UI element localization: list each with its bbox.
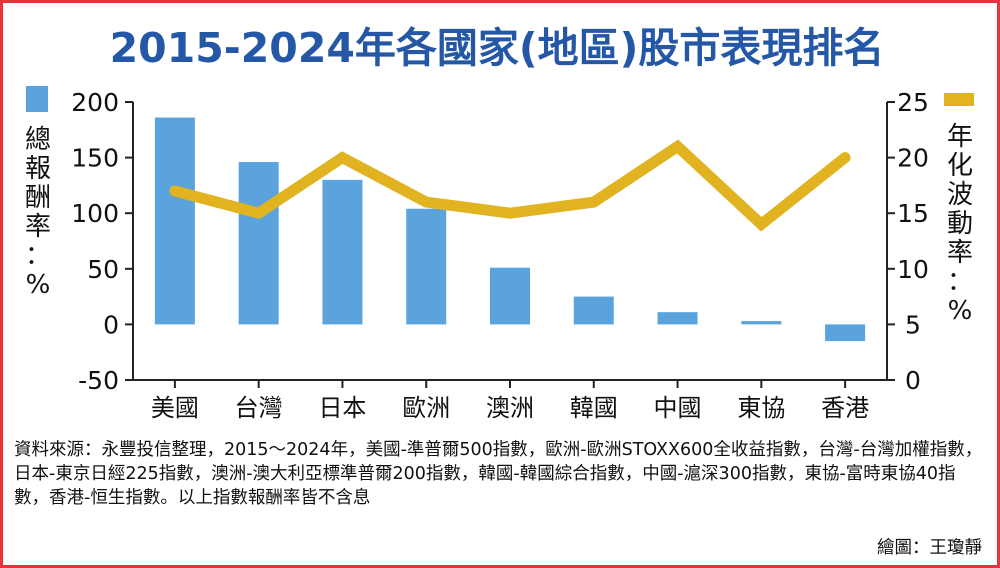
credit-note: 繪圖：王瓊靜	[877, 538, 982, 558]
source-note: 資料來源：永豐投信整理，2015～2024年，美國-準普爾500指數，歐洲-歐洲…	[14, 440, 983, 508]
category-label: 香港	[821, 394, 869, 422]
legend-line-swatch	[944, 93, 974, 106]
axis-label-char: 動	[947, 209, 973, 239]
category-label: 美國	[151, 394, 199, 422]
category-label: 日本	[318, 394, 366, 422]
bar-7	[741, 321, 782, 325]
axis-label-char: 率	[947, 238, 973, 268]
legend-bar-swatch	[26, 86, 48, 112]
left-tick-label: 0	[103, 310, 119, 339]
right-tick-label: 0	[905, 366, 921, 395]
bar-1	[238, 162, 279, 325]
bar-6	[657, 312, 698, 325]
bar-3	[406, 208, 447, 325]
right-tick-label: 25	[897, 88, 929, 117]
chart-title: 2015-2024年各國家(地區)股市表現排名	[109, 24, 885, 72]
axis-label-char: 報	[25, 154, 51, 184]
axis-label-char: 酬	[25, 183, 51, 213]
axis-label-char: 化	[947, 151, 973, 181]
left-tick-label: 100	[71, 199, 119, 228]
category-label: 歐洲	[402, 394, 450, 422]
right-tick-label: 15	[897, 199, 929, 228]
category-label: 韓國	[570, 394, 618, 422]
left-tick-label: 150	[71, 144, 119, 173]
bar-series	[154, 117, 866, 342]
bar-0	[154, 117, 195, 325]
axis-label-char: %	[26, 270, 51, 300]
right-tick-label: 20	[897, 144, 929, 173]
right-axis-ticks: 25 20 15 10 5 0	[887, 88, 929, 395]
left-tick-label: -50	[78, 366, 119, 395]
left-tick-label: 200	[71, 88, 119, 117]
bar-5	[573, 296, 614, 325]
left-axis-ticks: 200 150 100 50 0 -50	[71, 88, 133, 395]
line-series	[169, 139, 851, 232]
bar-4	[490, 267, 530, 325]
category-label: 澳洲	[486, 394, 534, 422]
left-axis-label: 總報酬率：%	[25, 125, 51, 300]
axis-label-char: 波	[947, 180, 973, 210]
right-tick-label: 10	[897, 255, 929, 284]
bar-8	[825, 324, 866, 342]
category-label: 台灣	[235, 394, 283, 422]
right-axis-label: 年化波動率：%	[947, 122, 973, 326]
category-label: 東協	[737, 394, 785, 422]
axis-label-char: %	[948, 296, 973, 326]
right-tick-label: 5	[905, 310, 921, 339]
axis-label-char: 年	[947, 122, 973, 152]
axis-label-char: 率	[25, 212, 51, 242]
category-label: 中國	[654, 394, 702, 422]
bar-2	[322, 179, 363, 325]
axis-label-char: 總	[25, 125, 51, 155]
axis-label-char: ：	[947, 267, 973, 297]
category-labels: 美國 台灣 日本 歐洲 澳洲 韓國 中國 東協 香港	[151, 380, 869, 422]
left-tick-label: 50	[87, 255, 119, 284]
axis-label-char: ：	[25, 241, 51, 271]
